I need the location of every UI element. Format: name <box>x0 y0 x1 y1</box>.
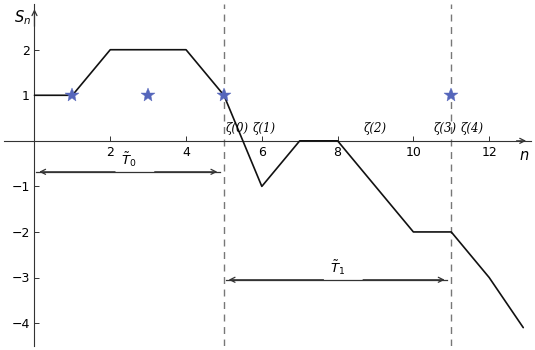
Text: $S_n$: $S_n$ <box>13 9 30 27</box>
Text: ζ(3): ζ(3) <box>434 122 457 135</box>
Text: ζ(2): ζ(2) <box>364 122 387 135</box>
Text: $n$: $n$ <box>518 149 529 163</box>
Text: $\tilde{T}_1$: $\tilde{T}_1$ <box>330 258 345 277</box>
Text: $\tilde{T}_0$: $\tilde{T}_0$ <box>121 150 137 169</box>
Text: ζ(1): ζ(1) <box>253 122 276 135</box>
Text: ζ(0): ζ(0) <box>226 122 249 135</box>
Text: ζ(4): ζ(4) <box>461 122 484 135</box>
